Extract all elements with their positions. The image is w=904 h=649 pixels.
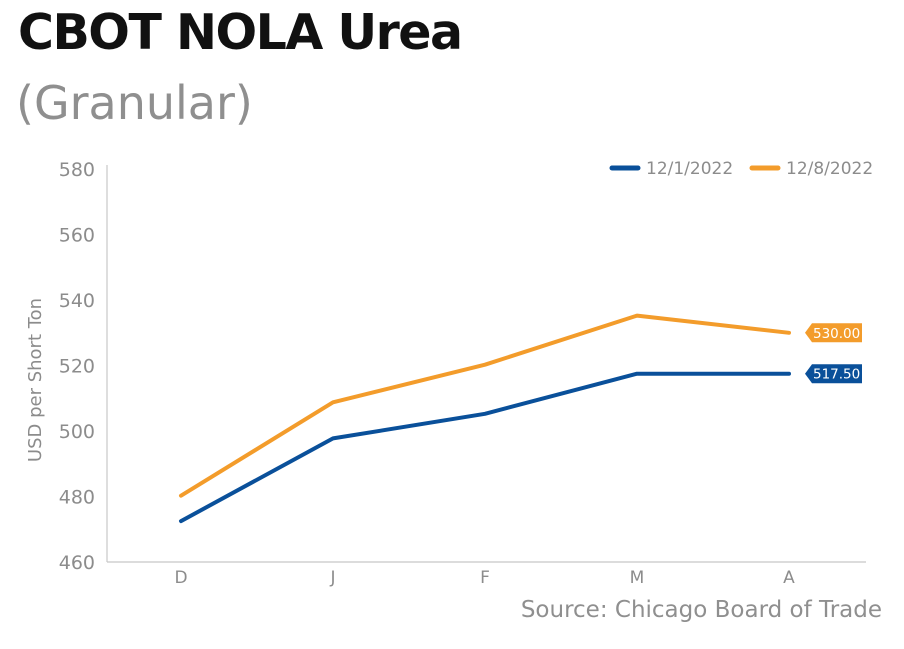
y-axis-label: USD per Short Ton <box>25 298 46 462</box>
y-tick-label: 460 <box>59 552 95 574</box>
end-label-bg-2 <box>805 323 862 343</box>
axes <box>106 165 866 563</box>
chart-subtitle: (Granular) <box>16 76 253 130</box>
y-tick-label: 580 <box>59 159 95 181</box>
source-note: Source: Chicago Board of Trade <box>520 597 882 623</box>
end-value-labels: 517.50 530.00 <box>805 323 862 384</box>
y-tick-label: 500 <box>59 421 95 443</box>
legend-label-2: 12/8/2022 <box>786 159 873 179</box>
y-tick-label: 480 <box>59 487 95 509</box>
series-lines <box>179 313 791 524</box>
end-label-1: 517.50 <box>813 367 860 383</box>
y-tick-labels: 460 480 500 520 540 560 580 <box>59 159 95 574</box>
y-tick-label: 560 <box>59 225 95 247</box>
y-tick-label: 540 <box>59 290 95 312</box>
series-line-1 <box>179 371 791 524</box>
x-tick-label: F <box>480 568 490 588</box>
end-label-bg-1 <box>805 364 862 384</box>
x-tick-label: A <box>783 568 795 588</box>
x-tick-label: J <box>329 568 335 588</box>
x-tick-label: D <box>174 568 187 588</box>
end-label-2: 530.00 <box>813 326 860 342</box>
legend: 12/1/2022 12/8/2022 <box>609 159 873 179</box>
chart-title: CBOT NOLA Urea <box>18 4 463 61</box>
series-line-2 <box>179 313 791 498</box>
legend-label-1: 12/1/2022 <box>646 159 733 179</box>
y-tick-label: 520 <box>59 356 95 378</box>
x-tick-label: M <box>630 568 645 588</box>
